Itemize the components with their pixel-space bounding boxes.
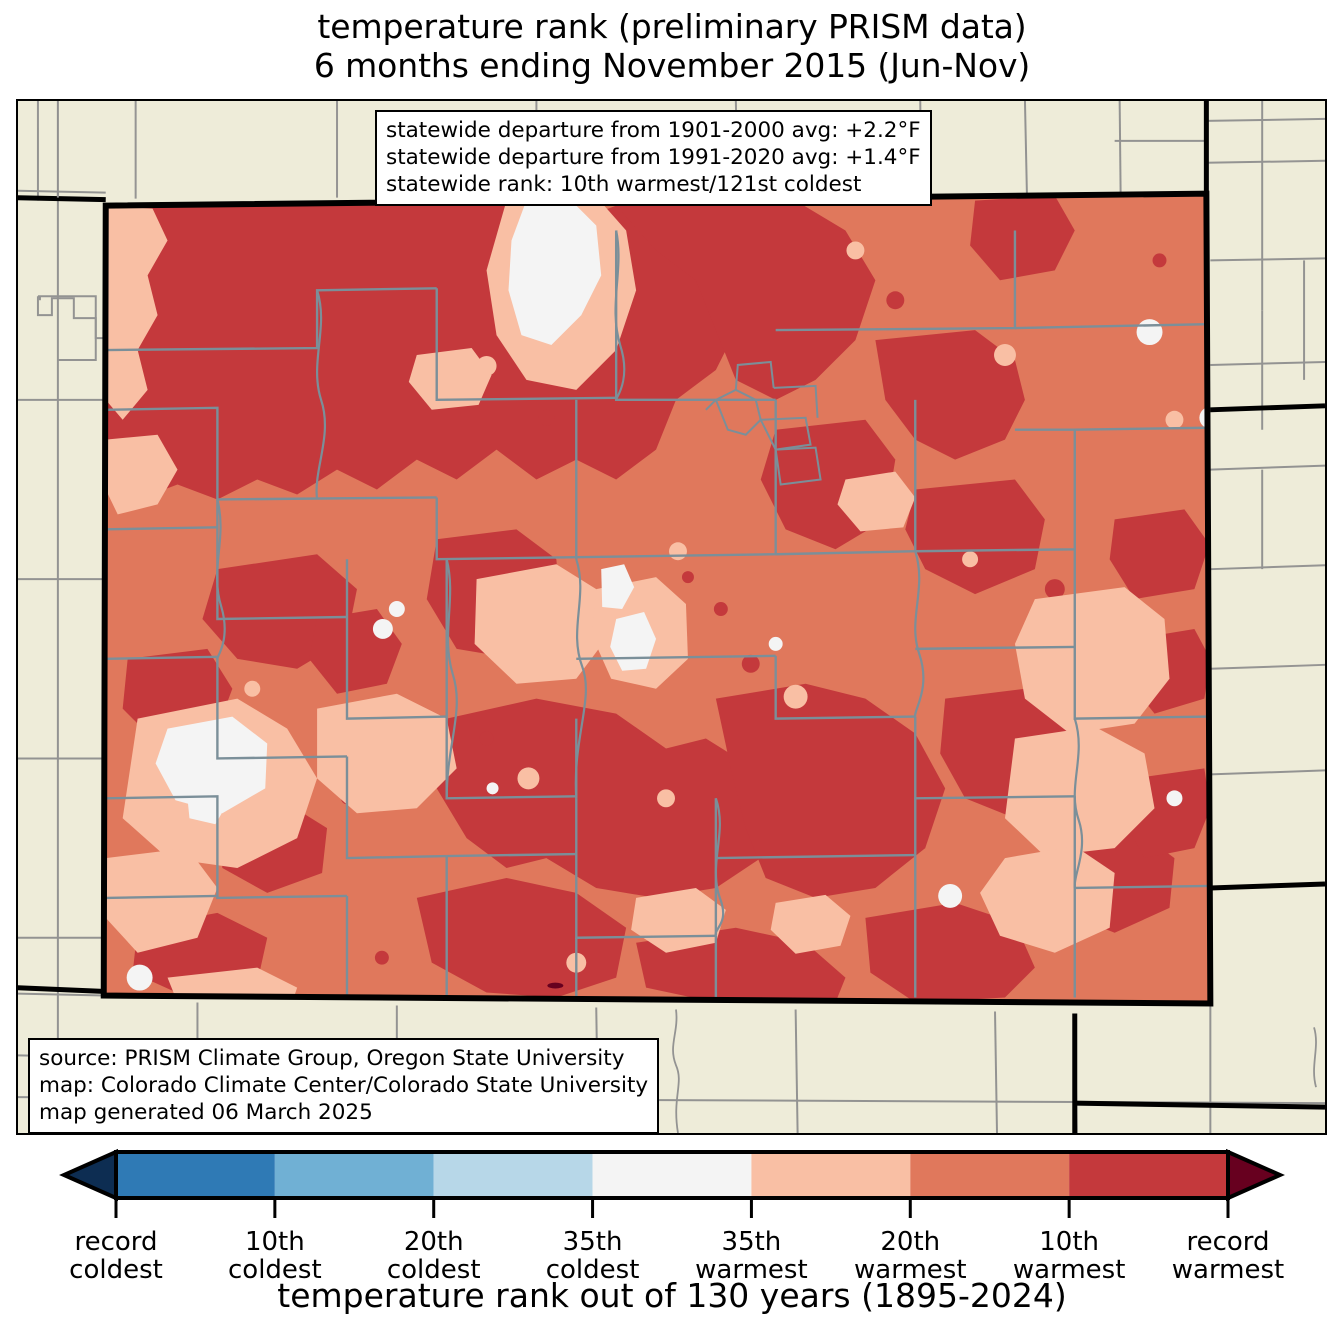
colorbar-legend: record coldest 10th coldest 20th coldest 35th c… (0, 1146, 1344, 1332)
colorbar-tick-label-4: 35th warmest (661, 1228, 841, 1284)
colorbar-band-1 (274, 1152, 434, 1198)
colorbar-over-arrow (1226, 1148, 1285, 1202)
source-generated-line: map generated 06 March 2025 (39, 1100, 373, 1126)
colorado-temperature-rank-map (18, 101, 1325, 1133)
page-title: temperature rank (preliminary PRISM data… (0, 7, 1344, 86)
colorbar-tick-label-bottom-0: coldest (69, 1255, 163, 1286)
colorbar-tick-label-2: 20th coldest (344, 1228, 524, 1284)
page-title-line2: 6 months ending November 2015 (Jun-Nov) (313, 45, 1031, 85)
record-warmest-speck (547, 982, 564, 989)
page-title-line1: temperature rank (preliminary PRISM data… (317, 7, 1027, 46)
colorbar-swatches (59, 1148, 1285, 1218)
colorbar-tick-label-bottom-5: warmest (854, 1255, 967, 1286)
colorbar-tick-label-top-0: record (74, 1227, 158, 1257)
colorbar-caption: temperature rank out of 130 years (1895-… (277, 1276, 1067, 1315)
colorbar-tick-label-3: 35th coldest (503, 1228, 683, 1284)
source-credit-box: source: PRISM Climate Group, Oregon Stat… (28, 1038, 660, 1135)
colorbar-tick-label-top-4: 35th (721, 1227, 782, 1257)
colorbar-band-2 (433, 1152, 593, 1198)
colorbar-band-3 (592, 1152, 752, 1198)
colorbar-tick-label-0: record coldest (26, 1228, 206, 1284)
colorbar-band-0 (116, 1152, 275, 1198)
colorbar-tick-label-top-6: 10th (1039, 1227, 1100, 1257)
colorbar-band-5 (910, 1152, 1070, 1198)
colorado-county-lines (105, 230, 1210, 998)
colorbar-tick-label-top-2: 20th (403, 1227, 464, 1257)
colorbar-band-6 (1069, 1152, 1228, 1198)
colorbar-tick-label-bottom-4: warmest (695, 1255, 808, 1286)
stats-departure-1991-2020: statewide departure from 1991-2020 avg: … (386, 145, 921, 171)
stats-departure-1901-2000: statewide departure from 1901-2000 avg: … (386, 118, 921, 143)
colorbar-tick-label-bottom-6: warmest (1012, 1255, 1126, 1286)
colorbar-tick-label-bottom-2: coldest (386, 1255, 481, 1286)
colorbar-tick-label-top-3: 35th (562, 1227, 623, 1257)
stats-statewide-rank: statewide rank: 10th warmest/121st colde… (386, 172, 862, 198)
colorbar-tick-label-7: record warmest (1138, 1228, 1318, 1284)
colorbar-tick-label-bottom-3: coldest (545, 1255, 640, 1286)
temperature-rank-raster (103, 193, 1211, 1004)
colorbar-under-arrow (59, 1148, 118, 1202)
colorbar-tick-label-bottom-1: coldest (228, 1255, 322, 1286)
colorbar-tick-label-top-7: record (1186, 1227, 1270, 1257)
colorbar-band-4 (751, 1152, 911, 1198)
source-data-line: source: PRISM Climate Group, Oregon Stat… (39, 1046, 625, 1071)
colorbar-tick-label-5: 20th warmest (820, 1228, 1000, 1284)
statewide-stats-box: statewide departure from 1901-2000 avg: … (375, 110, 932, 207)
map-panel[interactable] (16, 99, 1327, 1135)
colorbar-tick-label-1: 10th coldest (185, 1228, 365, 1284)
colorbar-tick-label-bottom-7: warmest (1171, 1255, 1285, 1286)
colorbar-tick-label-6: 10th warmest (979, 1228, 1159, 1284)
colorbar-tick-label-top-5: 20th (880, 1227, 941, 1257)
source-map-line: map: Colorado Climate Center/Colorado St… (39, 1073, 649, 1099)
colorbar-tick-label-top-1: 10th (244, 1227, 305, 1257)
